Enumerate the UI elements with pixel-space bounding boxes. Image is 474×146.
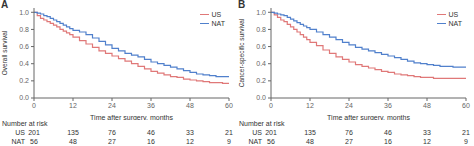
svg-text:Overall survival: Overall survival [8, 30, 9, 75]
html-text:21: 21 [225, 129, 233, 136]
html-text:48: 48 [306, 138, 314, 145]
html-text:A: A [1, 0, 9, 10]
html-text:135: 135 [304, 129, 316, 136]
html-text:Number at risk: Number at risk [2, 120, 48, 127]
svg-text:60: 60 [225, 102, 233, 109]
svg-text:0.6: 0.6 [19, 43, 29, 50]
svg-text:60: 60 [462, 102, 466, 109]
html-text:16: 16 [384, 138, 392, 145]
html-text:201: 201 [265, 129, 277, 136]
svg-text:36: 36 [384, 102, 392, 109]
svg-text:Time after surgery, months: Time after surgery, months [327, 114, 410, 120]
html-text:US: US [211, 11, 222, 18]
html-text:33: 33 [186, 129, 194, 136]
svg-text:0.0: 0.0 [256, 94, 266, 101]
svg-text:36: 36 [147, 102, 155, 109]
html-text:27: 27 [108, 138, 116, 145]
html-text:US: US [448, 11, 459, 18]
html-text:B: B [238, 0, 246, 10]
html-text:NAT: NAT [11, 138, 25, 145]
svg-text:0.8: 0.8 [256, 26, 266, 33]
html-text:12: 12 [423, 138, 431, 145]
svg-text:0.4: 0.4 [19, 60, 29, 67]
html-text:9: 9 [227, 138, 231, 145]
html-text:12: 12 [186, 138, 194, 145]
svg-text:0: 0 [32, 102, 36, 109]
svg-text:0.0: 0.0 [19, 94, 29, 101]
svg-text:48: 48 [423, 102, 431, 109]
svg-text:0.2: 0.2 [256, 77, 266, 84]
html-text:46: 46 [384, 129, 392, 136]
svg-text:12: 12 [306, 102, 314, 109]
html-text:NAT: NAT [448, 20, 462, 27]
html-text:76: 76 [108, 129, 116, 136]
svg-text:1.0: 1.0 [256, 9, 266, 16]
svg-text:0.8: 0.8 [19, 26, 29, 33]
svg-text:0.4: 0.4 [256, 60, 266, 67]
html-text:Number at risk: Number at risk [239, 120, 285, 127]
svg-text:48: 48 [186, 102, 194, 109]
svg-text:0: 0 [269, 102, 273, 109]
html-text:NAT: NAT [248, 138, 262, 145]
html-text:46: 46 [147, 129, 155, 136]
html-text:NAT: NAT [211, 20, 225, 27]
html-text:9: 9 [464, 138, 468, 145]
html-text:21: 21 [462, 129, 470, 136]
html-text:33: 33 [423, 129, 431, 136]
svg-text:24: 24 [108, 102, 116, 109]
svg-text:Time after surgery, months: Time after surgery, months [90, 114, 173, 120]
html-text:56: 56 [267, 138, 275, 145]
html-text:16: 16 [147, 138, 155, 145]
svg-text:0.6: 0.6 [256, 43, 266, 50]
html-text:US: US [252, 129, 262, 136]
svg-text:24: 24 [345, 102, 353, 109]
svg-text:0.2: 0.2 [19, 77, 29, 84]
html-text:76: 76 [345, 129, 353, 136]
html-text:135: 135 [67, 129, 79, 136]
html-text:48: 48 [69, 138, 77, 145]
svg-text:Cancer-specific survival: Cancer-specific survival [238, 18, 246, 87]
html-text:201: 201 [28, 129, 40, 136]
svg-text:12: 12 [69, 102, 77, 109]
html-text:56: 56 [30, 138, 38, 145]
html-text:27: 27 [345, 138, 353, 145]
html-text:US: US [15, 129, 25, 136]
svg-text:1.0: 1.0 [19, 9, 29, 16]
